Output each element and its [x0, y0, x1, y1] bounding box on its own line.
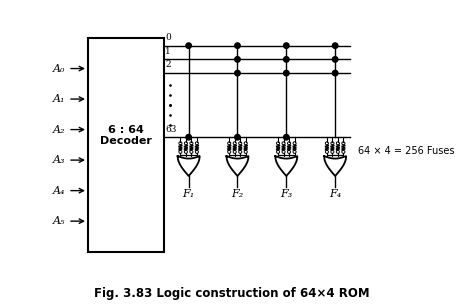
Text: 1: 1 — [165, 47, 171, 56]
Circle shape — [186, 135, 191, 140]
Text: 63: 63 — [165, 124, 176, 134]
Text: 64 × 4 = 256 Fuses: 64 × 4 = 256 Fuses — [358, 146, 455, 156]
Text: A₀: A₀ — [53, 63, 65, 74]
Circle shape — [235, 57, 240, 62]
Circle shape — [283, 57, 289, 62]
Text: 6 : 64
Decoder: 6 : 64 Decoder — [100, 125, 152, 147]
Circle shape — [283, 43, 289, 48]
Text: 0: 0 — [165, 33, 171, 42]
Text: A₄: A₄ — [53, 186, 65, 196]
Text: F₁: F₁ — [182, 189, 195, 199]
Circle shape — [283, 70, 289, 76]
Polygon shape — [227, 156, 248, 176]
Text: Fig. 3.83 Logic construction of 64×4 ROM: Fig. 3.83 Logic construction of 64×4 ROM — [93, 287, 369, 300]
Text: A₃: A₃ — [53, 155, 65, 165]
Text: F₂: F₂ — [231, 189, 244, 199]
Circle shape — [186, 43, 191, 48]
Text: A₁: A₁ — [53, 94, 65, 104]
Circle shape — [235, 70, 240, 76]
Text: A₅: A₅ — [53, 216, 65, 226]
Polygon shape — [275, 156, 297, 176]
Circle shape — [332, 57, 338, 62]
Circle shape — [235, 43, 240, 48]
Text: A₂: A₂ — [53, 124, 65, 135]
Polygon shape — [324, 156, 346, 176]
Polygon shape — [178, 156, 200, 176]
Text: 2: 2 — [165, 60, 171, 69]
Circle shape — [235, 135, 240, 140]
Circle shape — [332, 70, 338, 76]
Bar — [88, 38, 164, 252]
Text: F₃: F₃ — [280, 189, 292, 199]
Text: F₄: F₄ — [329, 189, 341, 199]
Circle shape — [332, 43, 338, 48]
Circle shape — [283, 135, 289, 140]
